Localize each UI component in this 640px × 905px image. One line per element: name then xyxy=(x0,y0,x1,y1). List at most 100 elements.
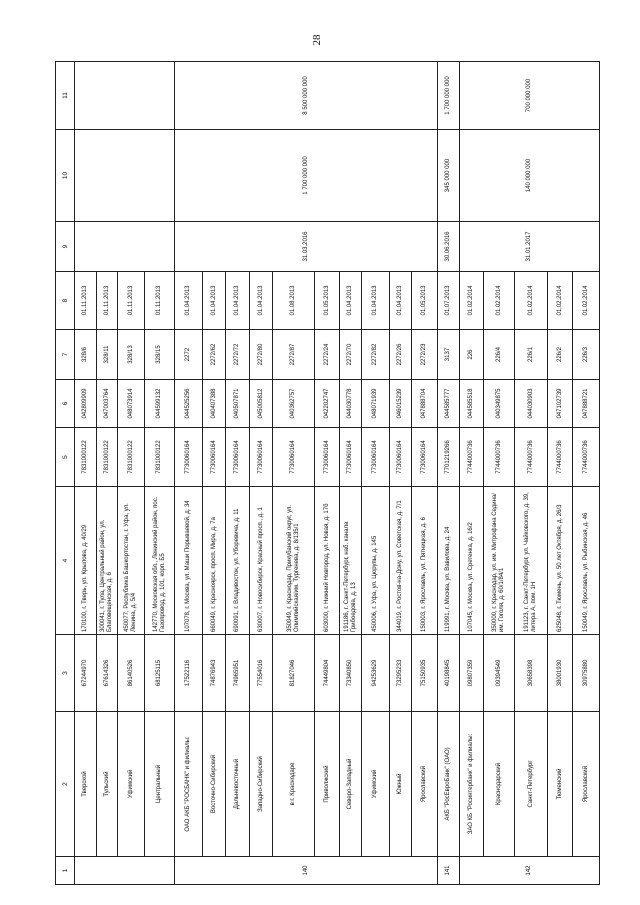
column-header: 4 xyxy=(55,486,75,635)
date-cell: 01.04.2013 xyxy=(339,271,362,330)
bank-name-cell: Северо-Западный xyxy=(339,711,362,857)
bik-cell: 040507871 xyxy=(225,379,250,428)
date-cell: 01.04.2013 xyxy=(174,271,203,330)
date-cell: 01.04.2013 xyxy=(225,271,250,330)
reg-number-cell: 2272/26 xyxy=(389,329,412,380)
okpo-cell: 30658398 xyxy=(514,634,548,712)
bank-name-cell: Приволжский xyxy=(314,711,340,857)
inn-cell: 7730060164 xyxy=(225,427,250,487)
address-cell: 344019, г. Ростов-на-Дону, ул. Советская… xyxy=(389,486,412,635)
limit-cell: 700 000 000 xyxy=(459,61,600,130)
inn-cell: 7730060164 xyxy=(339,427,362,487)
date-cell: 01.04.2013 xyxy=(249,271,273,330)
bank-name-cell: Уфимский xyxy=(361,711,390,857)
date-cell: 01.05.2013 xyxy=(411,271,438,330)
table-body: 1 2 3 4 5 6 7 8 9 10 11 Тверской 67244970… xyxy=(55,61,600,885)
okpo-cell: 86140526 xyxy=(117,634,145,712)
address-cell: 191123, г. Санкт-Петербург, ул. Чайковск… xyxy=(514,486,548,635)
reg-number-cell: 2272/87 xyxy=(272,329,315,380)
date-cell: 01.02.2014 xyxy=(514,271,548,330)
bank-name-cell: Тверской xyxy=(74,711,97,857)
address-cell: 625048, г. Тюмень, ул. 50 лет Октября, д… xyxy=(547,486,573,635)
inn-cell: 7831000122 xyxy=(96,427,118,487)
okpo-cell: 68125115 xyxy=(144,634,175,712)
inn-cell: 7744000736 xyxy=(459,427,484,487)
date-cell: 01.11.2013 xyxy=(96,271,118,330)
column-header: 2 xyxy=(55,711,75,857)
date-cell: 01.02.2014 xyxy=(572,271,600,330)
expiry-date-cell: 31.03.2016 xyxy=(174,221,438,272)
expiry-date-cell: 30.06.2016 xyxy=(437,221,460,272)
address-cell: 660049, г. Красноярск, просп. Мира, д. 7… xyxy=(202,486,226,635)
bank-name-cell: Восточно-Сибирский xyxy=(202,711,226,857)
bank-name-cell: Ярославский xyxy=(411,711,438,857)
bik-cell: 045005812 xyxy=(249,379,273,428)
okpo-cell: 17522116 xyxy=(174,634,203,712)
bik-cell: 044030778 xyxy=(339,379,362,428)
address-cell: 300041, г. Тула, Центральный район, ул. … xyxy=(96,486,118,635)
date-cell: 01.04.2013 xyxy=(361,271,390,330)
table-row: Тверской 67244970 170100, г. Тверь, ул. Кр… xyxy=(74,61,175,885)
inn-cell: 7730060164 xyxy=(202,427,226,487)
amount-cell: 140 000 000 xyxy=(459,129,600,222)
address-cell: 603000, г. Нижний Новгород, ул. Новая, д… xyxy=(314,486,340,635)
okpo-cell: 74965951 xyxy=(225,634,250,712)
page-number: 28 xyxy=(311,34,323,46)
amount-cell: 1 700 000 000 xyxy=(174,129,438,222)
table-row: 141 АКБ "РосЕвроБанк" (ОАО) 40198845 119991… xyxy=(437,61,460,885)
okpo-cell: 74876943 xyxy=(202,634,226,712)
bik-cell: 048071939 xyxy=(361,379,390,428)
address-cell: 170100, г. Тверь, ул. Крылова, д. 40/29 xyxy=(74,486,97,635)
header-row: 1 2 3 4 5 6 7 8 9 10 11 xyxy=(55,61,75,885)
bik-cell: 044585777 xyxy=(437,379,460,428)
okpo-cell: 40198845 xyxy=(437,634,460,712)
bank-name-cell: АКБ "РосЕвроБанк" (ОАО) xyxy=(437,711,460,857)
okpo-cell: 09807359 xyxy=(459,634,484,712)
entry-number-cell: 141 xyxy=(437,856,460,885)
reg-number-cell: 328/15 xyxy=(144,329,175,380)
column-header: 7 xyxy=(55,329,75,380)
date-cell: 01.11.2013 xyxy=(144,271,175,330)
bik-cell: 044525256 xyxy=(174,379,203,428)
bik-cell: 048073914 xyxy=(117,379,145,428)
bank-name-cell: Центральный xyxy=(144,711,175,857)
inn-cell: 7730060164 xyxy=(411,427,438,487)
reg-number-cell: 3137 xyxy=(437,329,460,380)
reg-number-cell: 2272/72 xyxy=(225,329,250,380)
bik-cell: 042202747 xyxy=(314,379,340,428)
reg-number-cell: 328/11 xyxy=(96,329,118,380)
bank-name-cell: в г. Краснодаре xyxy=(272,711,315,857)
address-cell: 150049, г. Ярославль, ул. Рыбинская, д. … xyxy=(572,486,600,635)
column-header: 10 xyxy=(55,129,75,222)
reg-number-cell: 226/3 xyxy=(572,329,600,380)
okpo-cell: 38001930 xyxy=(547,634,573,712)
bik-cell: 044030903 xyxy=(514,379,548,428)
reg-number-cell: 2272 xyxy=(174,329,203,380)
reg-number-cell: 2272/62 xyxy=(202,329,226,380)
inn-cell: 7744000736 xyxy=(483,427,515,487)
okpo-cell: 09394549 xyxy=(483,634,515,712)
bank-name-cell: Ярославский xyxy=(572,711,600,857)
address-cell: 450006, г. Уфа, ул. Цюрупы, д. 145 xyxy=(361,486,390,635)
limit-cell xyxy=(74,61,175,130)
bank-name-cell: ОАО АКБ "РОСБАНК" и филиалы: xyxy=(174,711,203,857)
okpo-cell: 94253629 xyxy=(361,634,390,712)
bank-name-cell: Южный xyxy=(389,711,412,857)
okpo-cell: 73295233 xyxy=(389,634,412,712)
bik-cell: 040362757 xyxy=(272,379,315,428)
bik-cell: 044599132 xyxy=(144,379,175,428)
date-cell: 01.08.2013 xyxy=(272,271,315,330)
inn-cell: 7701219266 xyxy=(437,427,460,487)
limit-cell: 8 500 000 000 xyxy=(174,61,438,130)
inn-cell: 7730060164 xyxy=(314,427,340,487)
date-cell: 01.02.2014 xyxy=(483,271,515,330)
expiry-date-cell xyxy=(74,221,175,272)
bank-name-cell: Дальневосточный xyxy=(225,711,250,857)
okpo-cell: 75150935 xyxy=(411,634,438,712)
column-header: 5 xyxy=(55,427,75,487)
okpo-cell: 67244970 xyxy=(74,634,97,712)
address-cell: 107045, г. Москва, ул. Сретенка, д. 16/2 xyxy=(459,486,484,635)
column-header: 1 xyxy=(55,856,75,885)
address-cell: 107078, г. Москва, ул. Маши Порываевой, … xyxy=(174,486,203,635)
table-row: 140 ОАО АКБ "РОСБАНК" и филиалы: 17522116 1… xyxy=(174,61,438,885)
